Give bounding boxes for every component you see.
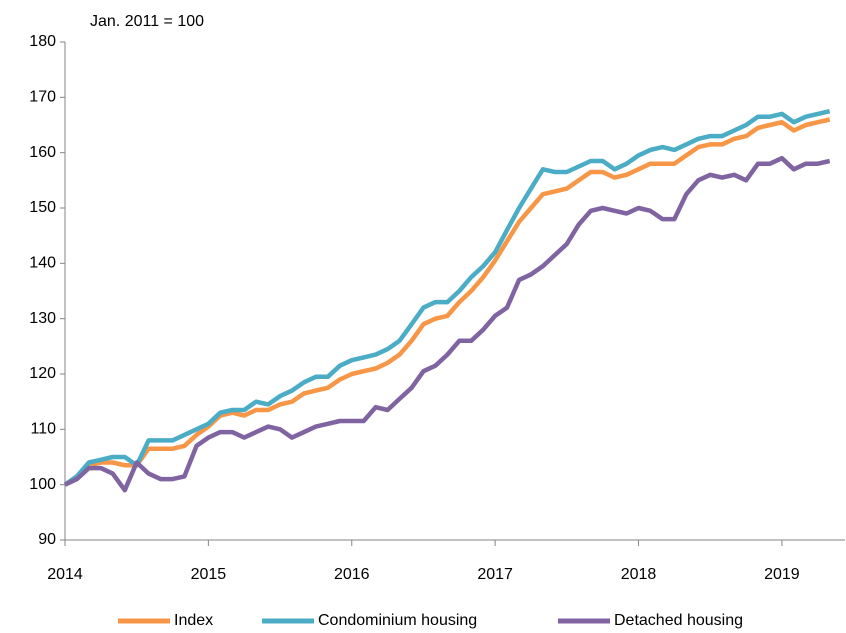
y-tick-label: 110 xyxy=(30,421,56,438)
x-tick-label: 2014 xyxy=(47,566,83,583)
y-tick-label: 160 xyxy=(29,144,56,161)
series-line xyxy=(63,109,831,487)
x-tick-label: 2015 xyxy=(191,566,227,583)
x-tick-label: 2018 xyxy=(621,566,657,583)
chart-subtitle: Jan. 2011 = 100 xyxy=(90,13,204,30)
series-line xyxy=(63,117,831,487)
y-tick-label: 120 xyxy=(29,365,56,382)
y-tick-label: 130 xyxy=(29,310,56,327)
series-line xyxy=(64,155,831,493)
y-tick-label: 140 xyxy=(29,255,56,272)
legend-label: Detached housing xyxy=(614,612,743,629)
y-tick-label: 90 xyxy=(38,531,56,548)
x-tick-label: 2017 xyxy=(477,566,513,583)
x-tick-label: 2016 xyxy=(334,566,370,583)
x-tick-label: 2019 xyxy=(764,566,800,583)
legend-label: Condominium housing xyxy=(318,612,477,629)
y-tick-label: 180 xyxy=(29,33,56,50)
y-tick-label: 100 xyxy=(29,476,56,493)
legend-label: Index xyxy=(174,612,213,629)
y-tick-label: 150 xyxy=(29,199,56,216)
y-tick-label: 170 xyxy=(29,89,56,106)
